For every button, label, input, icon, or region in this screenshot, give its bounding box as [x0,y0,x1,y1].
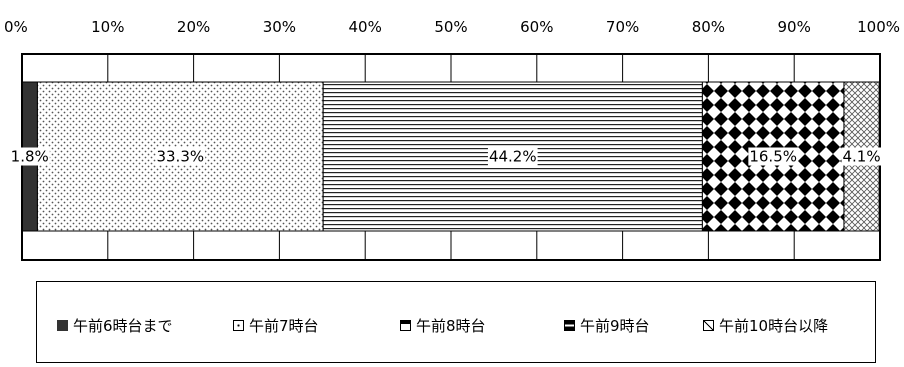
data-label: 1.8% [11,148,49,166]
x-tick-label: 90% [778,18,811,36]
data-label: 33.3% [156,148,204,166]
x-tick-label: 70% [606,18,639,36]
legend-item: 午前6時台まで [57,316,173,335]
legend-swatch-icon [703,319,714,331]
x-tick-label: 10% [91,18,124,36]
legend-label: 午前7時台 [249,316,319,335]
data-label-background [487,147,538,166]
data-label: 44.2% [489,148,537,166]
legend-swatch-icon [233,319,244,331]
legend-label: 午前10時台以降 [719,316,829,335]
data-label: 4.1% [842,148,880,166]
data-label-background [841,147,882,166]
data-label-background [155,147,206,166]
bar-segment [701,81,845,232]
x-tick-label: 40% [349,18,382,36]
data-label: 16.5% [749,148,797,166]
data-label-background [9,147,50,166]
legend-item: 午前7時台 [233,316,319,335]
legend-swatch-icon [57,319,68,331]
x-tick-label: 50% [434,18,467,36]
legend-label: 午前6時台まで [73,316,173,335]
legend: 午前6時台まで 午前7時台 午前8時台 午前9時台 午前10時台以降 [36,281,876,363]
data-labels: 1.8% 33.3% 44.2% 16.5% 4.1% [9,147,882,166]
x-tick-label: 0% [4,18,28,36]
x-tick-label: 20% [177,18,210,36]
stacked-bar-chart: 0% 10% 20% 30% 40% 50% 60% 70% 80% 90% 100% 1.8% 33… [4,18,900,261]
x-tick-label: 60% [520,18,553,36]
legend-swatch-icon [564,319,575,331]
legend-label: 午前9時台 [580,316,650,335]
legend-item: 午前8時台 [400,316,486,335]
data-label-background [748,147,799,166]
legend-swatch-icon [400,319,411,331]
x-tick-label: 80% [692,18,725,36]
x-axis-tick-labels: 0% 10% 20% 30% 40% 50% 60% 70% 80% 90% 100% [4,18,900,36]
legend-item: 午前9時台 [564,316,650,335]
legend-label: 午前8時台 [416,316,486,335]
x-tick-label: 100% [857,18,900,36]
legend-item: 午前10時台以降 [703,316,829,335]
x-tick-label: 30% [263,18,296,36]
